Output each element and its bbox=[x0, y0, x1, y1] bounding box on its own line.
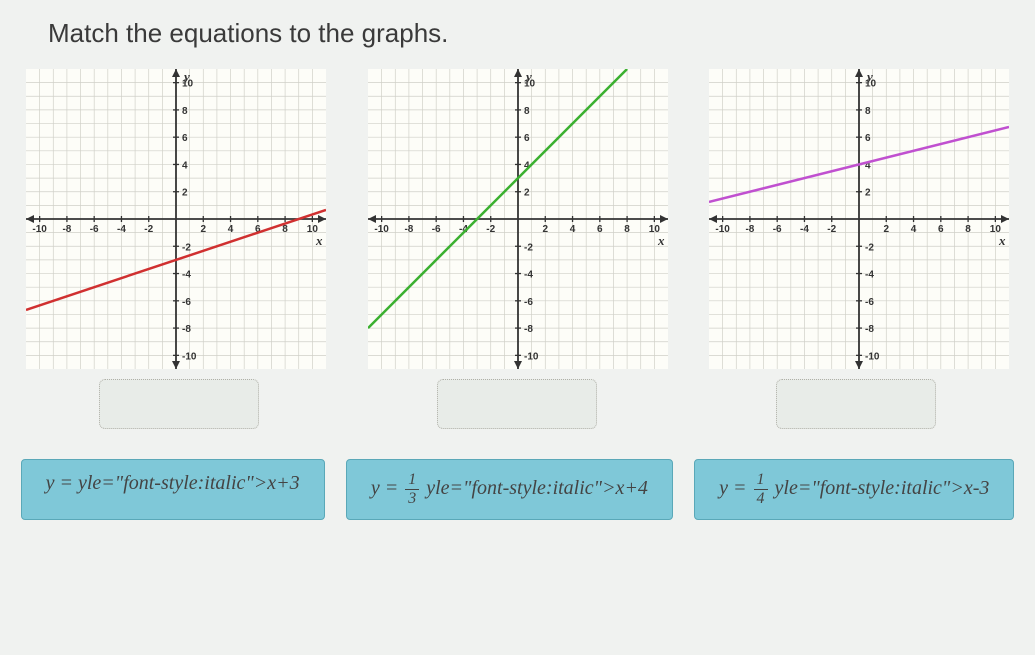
svg-text:-10: -10 bbox=[374, 224, 389, 235]
dropzones-row bbox=[0, 369, 1035, 429]
svg-text:6: 6 bbox=[524, 133, 530, 144]
svg-text:-4: -4 bbox=[865, 270, 874, 281]
dropzone-1[interactable] bbox=[99, 379, 259, 429]
svg-text:y: y bbox=[524, 69, 532, 84]
svg-text:-10: -10 bbox=[716, 224, 731, 235]
svg-text:-2: -2 bbox=[144, 224, 153, 235]
svg-text:-4: -4 bbox=[117, 224, 126, 235]
svg-text:4: 4 bbox=[228, 224, 234, 235]
dropzone-2[interactable] bbox=[437, 379, 597, 429]
svg-text:8: 8 bbox=[965, 224, 971, 235]
svg-text:2: 2 bbox=[524, 188, 530, 199]
svg-text:x: x bbox=[998, 233, 1006, 248]
svg-text:2: 2 bbox=[865, 188, 871, 199]
svg-text:-6: -6 bbox=[431, 224, 440, 235]
svg-text:-6: -6 bbox=[524, 297, 533, 308]
svg-text:-8: -8 bbox=[865, 324, 874, 335]
chip-eq3[interactable]: y = 14 yle="font-style:italic">x-3 bbox=[694, 459, 1014, 520]
svg-text:-8: -8 bbox=[62, 224, 71, 235]
page-title: Match the equations to the graphs. bbox=[0, 0, 1035, 49]
graph-2: -10-10-8-8-6-6-4-4-2-2224466881010yx bbox=[368, 69, 668, 369]
graph-1: -10-10-8-8-6-6-4-4-2-2224466881010yx bbox=[26, 69, 326, 369]
svg-text:y: y bbox=[865, 69, 873, 84]
svg-text:4: 4 bbox=[182, 160, 188, 171]
svg-text:4: 4 bbox=[911, 224, 917, 235]
graph-3: -10-10-8-8-6-6-4-4-2-2224466881010yx bbox=[709, 69, 1009, 369]
svg-text:-8: -8 bbox=[746, 224, 755, 235]
chips-row: y = yle="font-style:italic">x+3 y = 13 y… bbox=[0, 429, 1035, 520]
svg-text:8: 8 bbox=[282, 224, 288, 235]
dropzone-3[interactable] bbox=[776, 379, 936, 429]
svg-text:-2: -2 bbox=[827, 224, 836, 235]
svg-text:-10: -10 bbox=[524, 351, 539, 362]
svg-text:2: 2 bbox=[542, 224, 548, 235]
svg-text:8: 8 bbox=[524, 106, 530, 117]
svg-text:-10: -10 bbox=[182, 351, 197, 362]
chip-eq1[interactable]: y = yle="font-style:italic">x+3 bbox=[21, 459, 325, 520]
chip-eq2[interactable]: y = 13 yle="font-style:italic">x+4 bbox=[346, 459, 673, 520]
svg-text:8: 8 bbox=[865, 106, 871, 117]
svg-text:8: 8 bbox=[182, 106, 188, 117]
svg-text:-2: -2 bbox=[182, 242, 191, 253]
svg-text:2: 2 bbox=[884, 224, 890, 235]
svg-text:6: 6 bbox=[597, 224, 603, 235]
svg-text:6: 6 bbox=[938, 224, 944, 235]
svg-text:-6: -6 bbox=[182, 297, 191, 308]
svg-text:2: 2 bbox=[200, 224, 206, 235]
svg-text:-8: -8 bbox=[182, 324, 191, 335]
svg-text:-10: -10 bbox=[32, 224, 47, 235]
svg-text:-6: -6 bbox=[865, 297, 874, 308]
svg-text:8: 8 bbox=[624, 224, 630, 235]
svg-text:-10: -10 bbox=[865, 351, 880, 362]
svg-text:-2: -2 bbox=[865, 242, 874, 253]
svg-text:6: 6 bbox=[865, 133, 871, 144]
svg-text:x: x bbox=[315, 233, 323, 248]
svg-text:-8: -8 bbox=[404, 224, 413, 235]
svg-text:y: y bbox=[182, 69, 190, 84]
svg-text:-8: -8 bbox=[524, 324, 533, 335]
svg-text:2: 2 bbox=[182, 188, 188, 199]
svg-text:-6: -6 bbox=[90, 224, 99, 235]
svg-text:-4: -4 bbox=[182, 270, 191, 281]
svg-text:-4: -4 bbox=[524, 270, 533, 281]
svg-text:-4: -4 bbox=[800, 224, 809, 235]
svg-text:-2: -2 bbox=[486, 224, 495, 235]
svg-text:4: 4 bbox=[569, 224, 575, 235]
svg-text:6: 6 bbox=[182, 133, 188, 144]
graphs-row: -10-10-8-8-6-6-4-4-2-2224466881010yx -10… bbox=[0, 49, 1035, 369]
svg-text:-6: -6 bbox=[773, 224, 782, 235]
svg-text:x: x bbox=[657, 233, 665, 248]
svg-text:-2: -2 bbox=[524, 242, 533, 253]
